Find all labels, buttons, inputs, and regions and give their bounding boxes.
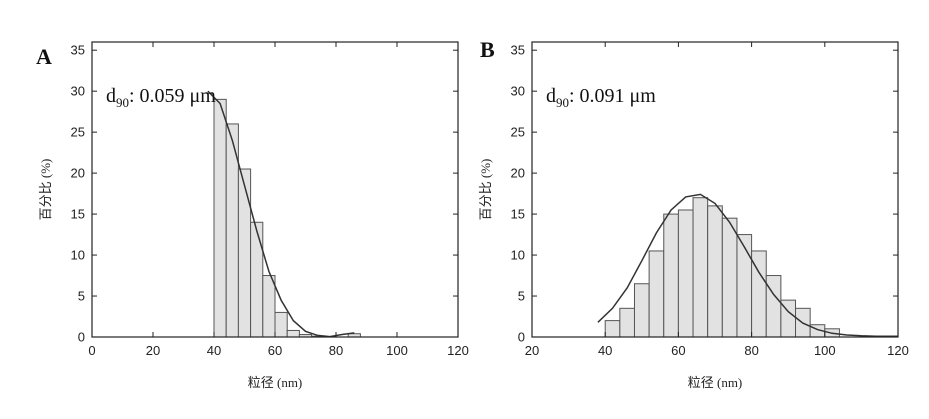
x-tick-label: 40 <box>598 343 612 358</box>
histogram-bar <box>708 206 723 337</box>
x-tick-label: 120 <box>447 343 469 358</box>
histogram-bar <box>275 312 287 337</box>
y-axis-label: 百分比 (%) <box>38 159 53 221</box>
x-tick-label: 60 <box>268 343 282 358</box>
x-tick-label: 20 <box>146 343 160 358</box>
y-tick-label: 30 <box>71 84 85 99</box>
y-tick-label: 5 <box>518 289 525 304</box>
histogram-bar <box>649 251 664 337</box>
histogram-bar <box>251 222 263 337</box>
x-axis-label: 粒径 (nm) <box>688 375 743 390</box>
histogram-bar <box>722 218 737 337</box>
histogram-bar <box>620 308 635 337</box>
x-tick-label: 40 <box>207 343 221 358</box>
d90-value: : 0.059 μm <box>129 85 216 107</box>
y-tick-label: 10 <box>511 248 525 263</box>
d90-value: : 0.091 μm <box>569 85 656 107</box>
d90-annotation: d90: 0.091 μm <box>546 85 656 110</box>
histogram-bar <box>214 99 226 337</box>
histogram-bar <box>678 210 693 337</box>
y-tick-label: 0 <box>78 330 85 345</box>
y-tick-label: 10 <box>71 248 85 263</box>
histogram-bar <box>263 276 275 337</box>
y-tick-label: 20 <box>511 166 525 181</box>
histogram-bar <box>287 330 299 337</box>
x-tick-label: 20 <box>525 343 539 358</box>
x-tick-label: 80 <box>744 343 758 358</box>
y-axis-label: 百分比 (%) <box>478 159 493 221</box>
panel-letter: A <box>36 44 52 69</box>
d90-prefix: d <box>546 85 556 107</box>
y-tick-label: 25 <box>71 125 85 140</box>
x-tick-label: 0 <box>88 343 95 358</box>
histogram-bar <box>737 235 752 337</box>
d90-subscript: 90 <box>556 95 569 110</box>
d90-prefix: d <box>106 85 116 107</box>
x-tick-label: 60 <box>671 343 685 358</box>
histogram-bar <box>766 276 781 337</box>
x-tick-label: 80 <box>329 343 343 358</box>
y-tick-label: 35 <box>511 43 525 58</box>
y-tick-label: 15 <box>511 207 525 222</box>
histogram-bar <box>605 321 620 337</box>
y-tick-label: 20 <box>71 166 85 181</box>
y-tick-label: 30 <box>511 84 525 99</box>
y-tick-label: 0 <box>518 330 525 345</box>
d90-subscript: 90 <box>116 95 129 110</box>
histogram-bar <box>693 198 708 337</box>
x-axis-label: 粒径 (nm) <box>248 375 303 390</box>
chart-panel-b: 20 40 60 80 100 120 0 5 10 15 20 25 30 35 粒径 (nm) 百分比 (… <box>478 37 909 390</box>
y-tick-label: 5 <box>78 289 85 304</box>
x-tick-label: 100 <box>814 343 836 358</box>
x-tick-label: 120 <box>887 343 909 358</box>
histogram-bar <box>664 214 679 337</box>
y-tick-label: 15 <box>71 207 85 222</box>
chart-panel-a: 0 20 40 60 80 100 120 0 5 10 15 20 25 30 35 粒径 (nm) 百分比 … <box>36 42 469 390</box>
histogram-bar <box>238 169 250 337</box>
x-tick-label: 100 <box>386 343 408 358</box>
panel-letter: B <box>480 37 495 62</box>
d90-annotation: d90: 0.059 μm <box>106 85 216 110</box>
y-tick-label: 25 <box>511 125 525 140</box>
histogram-bar <box>634 284 649 337</box>
y-tick-label: 35 <box>71 43 85 58</box>
